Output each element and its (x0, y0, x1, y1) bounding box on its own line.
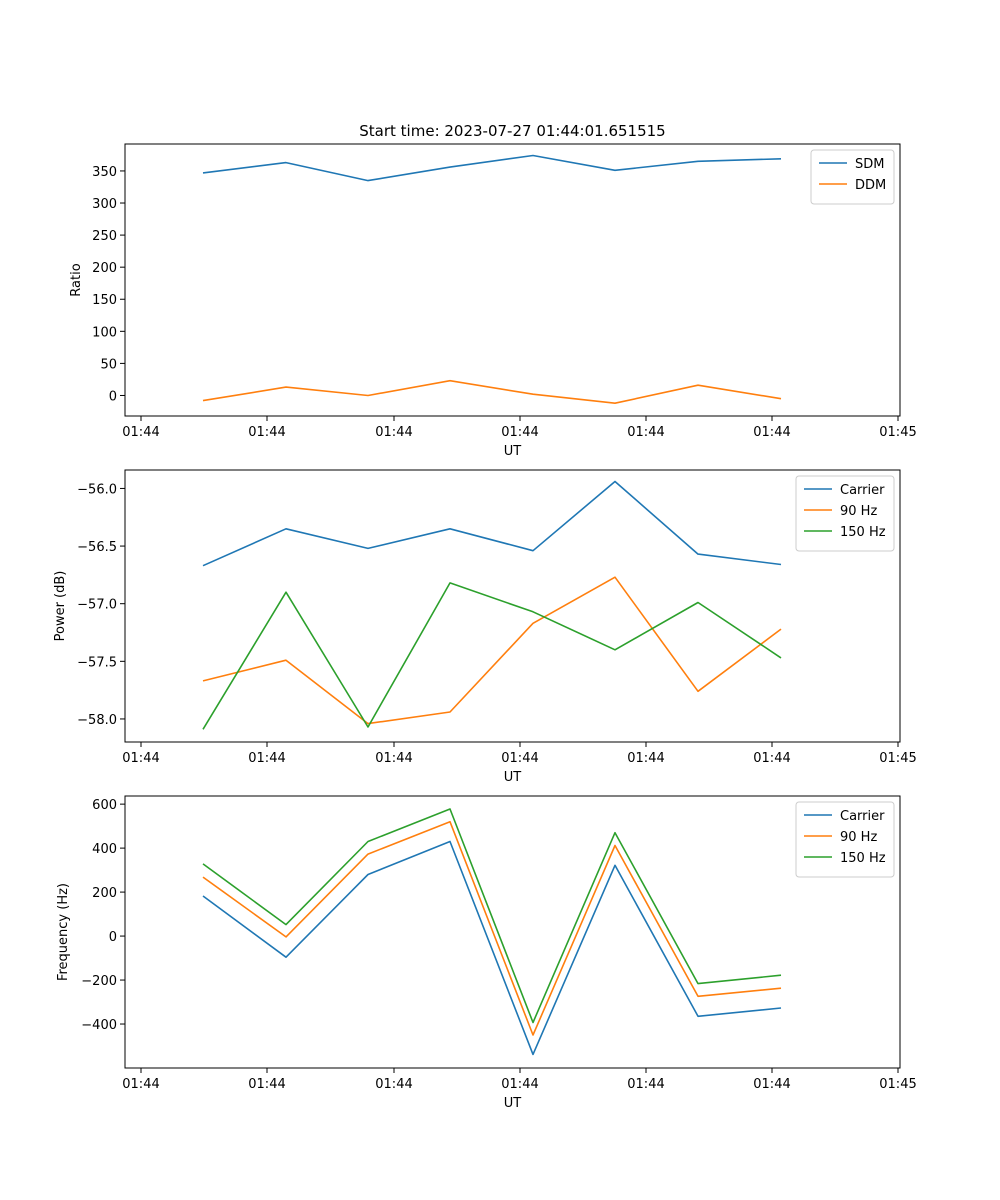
y-tick-label: 0 (109, 930, 117, 945)
legend-entry: 150 Hz (840, 851, 886, 866)
series-line-carrier (202, 840, 782, 1056)
legend-entry: DDM (855, 178, 886, 193)
y-tick-label: 200 (92, 886, 117, 901)
x-tick-label: 01:44 (501, 751, 538, 766)
x-axis-label: UT (504, 444, 522, 459)
y-tick-label: 50 (100, 357, 117, 372)
series-line-sdm (202, 154, 782, 182)
x-tick-label: 01:44 (122, 1077, 159, 1092)
y-tick-label: −400 (81, 1018, 117, 1033)
y-tick-label: −58.0 (77, 713, 117, 728)
chart-panel-2: 01:44 01:44 01:44 01:44 01:44 01:44 01:45 UT −58… (53, 469, 917, 785)
legend-box (795, 801, 895, 878)
legend-entry: 150 Hz (840, 525, 886, 540)
series-line-150-hz (202, 808, 782, 1024)
x-axis-label: UT (504, 1096, 522, 1111)
y-axis-label: Frequency (Hz) (56, 883, 71, 981)
series-line-150-hz (202, 582, 782, 730)
legend-entry: 90 Hz (840, 830, 877, 845)
x-tick-label: 01:44 (627, 751, 664, 766)
y-axis-label: Power (dB) (53, 571, 68, 642)
plot-frame (124, 143, 901, 417)
y-tick-label: −56.5 (77, 540, 117, 555)
series-line-carrier (202, 480, 782, 567)
x-tick-label: 01:44 (501, 1077, 538, 1092)
legend-box (795, 475, 895, 552)
chart-title: Start time: 2023-07-27 01:44:01.651515 (359, 122, 665, 140)
plot-frame (124, 795, 901, 1069)
series-line-90-hz (202, 576, 782, 725)
x-tick-label: 01:44 (753, 751, 790, 766)
x-tick-label: 01:44 (501, 425, 538, 440)
y-tick-label: 300 (92, 197, 117, 212)
series-line-90-hz (202, 820, 782, 1036)
x-tick-label: 01:45 (879, 425, 916, 440)
y-tick-label: 0 (109, 389, 117, 404)
y-axis-label: Ratio (69, 263, 84, 296)
legend-entry: 90 Hz (840, 504, 877, 519)
y-tick-label: −57.0 (77, 598, 117, 613)
legend-entry: Carrier (840, 483, 885, 498)
x-tick-label: 01:44 (248, 1077, 285, 1092)
series-line-ddm (202, 379, 782, 405)
x-tick-label: 01:44 (375, 751, 412, 766)
chart-panel-3: 01:44 01:44 01:44 01:44 01:44 01:44 01:45 UT −40… (56, 795, 917, 1111)
x-tick-label: 01:44 (375, 425, 412, 440)
y-tick-label: −200 (81, 974, 117, 989)
y-tick-label: 600 (92, 798, 117, 813)
x-tick-label: 01:44 (122, 751, 159, 766)
legend-entry: Carrier (840, 809, 885, 824)
plot-frame (124, 469, 901, 743)
chart-panel-1: Start time: 2023-07-27 01:44:01.65151501… (69, 122, 917, 459)
charts-container: Start time: 2023-07-27 01:44:01.65151501… (53, 122, 917, 1111)
x-tick-label: 01:44 (627, 1077, 664, 1092)
y-tick-label: 150 (92, 293, 117, 308)
x-tick-label: 01:45 (879, 751, 916, 766)
x-tick-label: 01:44 (753, 1077, 790, 1092)
y-tick-label: 100 (92, 325, 117, 340)
x-tick-label: 01:44 (248, 751, 285, 766)
x-tick-label: 01:44 (753, 425, 790, 440)
y-tick-label: 200 (92, 261, 117, 276)
x-tick-label: 01:44 (627, 425, 664, 440)
x-tick-label: 01:44 (375, 1077, 412, 1092)
x-tick-label: 01:44 (248, 425, 285, 440)
x-tick-label: 01:45 (879, 1077, 916, 1092)
x-tick-label: 01:44 (122, 425, 159, 440)
y-tick-label: −57.5 (77, 655, 117, 670)
y-tick-label: 350 (92, 165, 117, 180)
legend-entry: SDM (855, 157, 884, 172)
y-tick-label: 250 (92, 229, 117, 244)
y-tick-label: 400 (92, 842, 117, 857)
y-tick-label: −56.0 (77, 482, 117, 497)
x-axis-label: UT (504, 770, 522, 785)
